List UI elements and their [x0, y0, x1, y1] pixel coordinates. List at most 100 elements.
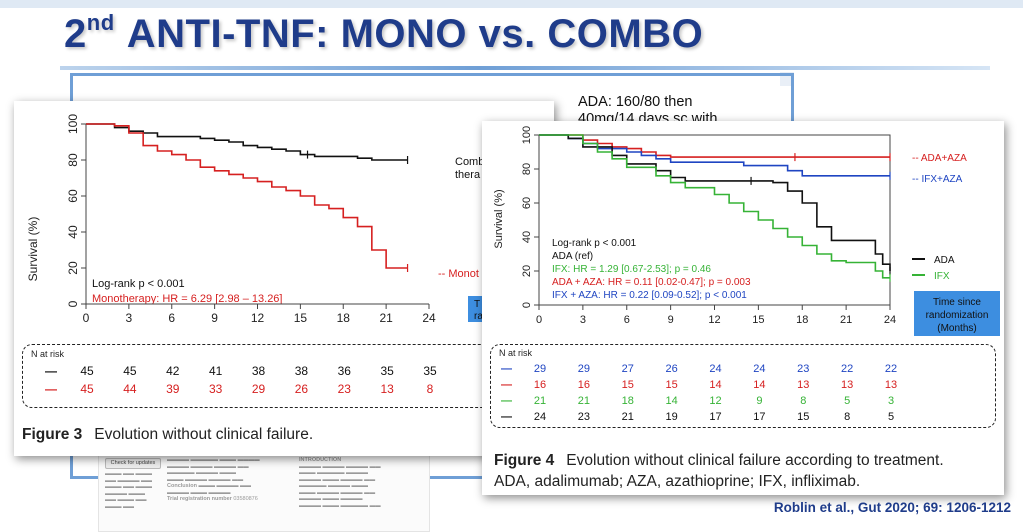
- fig3-risk-svg: N at risk — 45 45 42 41 38 38 36 35 35 — 45 44 39 33 29…: [31, 349, 437, 396]
- fig4-risk-cell: 15: [797, 411, 809, 423]
- title-underline: [60, 66, 990, 70]
- fig4-y-tick-label: 100: [521, 126, 533, 144]
- fig3-x-tick-label: 24: [422, 311, 436, 325]
- fig4-legend-ada-aza: -- ADA+AZA: [912, 153, 967, 164]
- fig4-x-axis-label-line2: randomization: [926, 310, 989, 321]
- fig3-risk-cell: 29: [252, 382, 266, 396]
- fig3-x-tick-label: 18: [337, 311, 351, 325]
- fig4-x-tick-label: 3: [580, 314, 586, 326]
- fig4-risk-cell: 8: [844, 411, 850, 423]
- fig4-y-tick-label: 20: [521, 265, 533, 277]
- fig4-annotation-ifx: IFX: HR = 1.29 [0.67-2.53]; p = 0.46: [552, 264, 711, 275]
- fig4-y-tick-label: 60: [521, 197, 533, 209]
- fig4-series-ada-aza: [539, 134, 890, 158]
- fig4-x-tick-label: 21: [840, 314, 852, 326]
- fig4-risk-cell: 15: [622, 379, 634, 391]
- fig4-risk-cell: 24: [753, 363, 765, 375]
- figure-4-caption-text-2: ADA, adalimumab; AZA, azathioprine; IFX,…: [494, 473, 861, 490]
- fig4-risk-marker: —: [501, 411, 512, 423]
- fig3-y-tick-label: 20: [66, 261, 80, 275]
- fig4-x-axis-label-box: [914, 291, 1000, 336]
- fig3-risk-cell: 42: [166, 364, 180, 378]
- fig4-risk-title: N at risk: [499, 348, 533, 358]
- fig4-risk-cell: 13: [797, 379, 809, 391]
- fig3-logrank-annotation: Log-rank p < 0.001: [92, 278, 185, 290]
- fig4-legend-ifx-aza: -- IFX+AZA: [912, 174, 963, 185]
- fig3-hr-annotation: Monotherapy: HR = 6.29 [2.98 – 13.26]: [92, 293, 283, 305]
- fig3-risk-marker: —: [45, 364, 57, 378]
- title-ordinal: nd: [86, 10, 115, 35]
- fig3-x-tick-label: 0: [83, 311, 90, 325]
- fig4-x-tick-label: 6: [624, 314, 630, 326]
- fig4-y-tick-label: 40: [521, 231, 533, 243]
- fig4-risk-cell: 23: [578, 411, 590, 423]
- fig4-risk-cell: 9: [756, 395, 762, 407]
- fig4-risk-cell: 22: [841, 363, 853, 375]
- fig3-x-tick-label: 12: [251, 311, 265, 325]
- fig3-risk-cell: 35: [380, 364, 394, 378]
- fig3-risk-cell: 23: [338, 382, 352, 396]
- fig3-x-tick-label: 3: [126, 311, 133, 325]
- figure-4-caption-text: Evolution without clinical failure accor…: [566, 452, 944, 469]
- fig4-risk-svg: N at risk — 29 29 27 26 24 24 23 22 22 — 16 16 15 15 14…: [499, 348, 897, 423]
- fig4-risk-cell: 19: [666, 411, 678, 423]
- fig3-risk-cell: 13: [380, 382, 394, 396]
- fig4-risk-cell: 5: [844, 395, 850, 407]
- fig4-series-ifx-aza: [539, 134, 890, 177]
- fig4-risk-cell: 12: [709, 395, 721, 407]
- fig4-annotation-logrank: Log-rank p < 0.001: [552, 238, 637, 249]
- fig4-risk-cell: 23: [797, 363, 809, 375]
- fig3-combo-label-line2: thera: [455, 169, 481, 181]
- fig4-risk-cell: 5: [888, 411, 894, 423]
- fig4-risk-cell: 13: [885, 379, 897, 391]
- figure-3-chart: Survival (%) Comb thera -- Monot Log-ran…: [26, 114, 554, 325]
- fig4-risk-cell: 8: [800, 395, 806, 407]
- fig3-risk-cell: 41: [209, 364, 223, 378]
- fig4-x-tick-label: 0: [536, 314, 542, 326]
- fig4-series-ada: [539, 134, 891, 271]
- fig4-risk-cell: 18: [622, 395, 634, 407]
- fig4-series-ifx: [539, 134, 890, 279]
- fig4-risk-cell: 21: [622, 411, 634, 423]
- fig4-risk-cell: 21: [534, 395, 546, 407]
- check-updates-badge: Check for updates: [105, 458, 161, 469]
- figure-3-risk-table: N at risk — 45 45 42 41 38 38 36 35 35 — 45 44 39 33 29…: [22, 344, 548, 408]
- fig3-risk-cell: 26: [295, 382, 309, 396]
- fig4-risk-marker: —: [501, 395, 512, 407]
- fig3-risk-cell: 45: [80, 382, 94, 396]
- fig4-x-tick-label: 9: [668, 314, 674, 326]
- fig4-annotation-ada-ref: ADA (ref): [552, 251, 593, 262]
- fig3-risk-cell: 39: [166, 382, 180, 396]
- fig3-risk-cell: 45: [123, 364, 137, 378]
- fig3-risk-marker: —: [45, 382, 57, 396]
- fig3-cut-axis-text-1: T: [474, 299, 480, 310]
- fig4-risk-cell: 24: [709, 363, 721, 375]
- trial-registration-label: Trial registration number: [167, 496, 232, 502]
- fig4-risk-cell: 16: [534, 379, 546, 391]
- fig4-risk-cell: 26: [666, 363, 678, 375]
- paper-right-column: INTRODUCTION ▬▬▬▬ ▬▬▬▬ ▬▬▬▬ ▬▬ ▬▬▬ ▬▬▬▬▬ ▬…: [299, 457, 381, 509]
- fig4-annotation-ifx-aza: IFX + AZA: HR = 0.22 [0.09-0.52]; p < 0.…: [552, 290, 747, 301]
- fig3-series-combo-therapy: [86, 123, 408, 161]
- fig4-x-tick-label: 24: [884, 314, 896, 326]
- figure-4-caption: Figure 4 Evolution without clinical failu…: [494, 450, 944, 492]
- figure-4-risk-table: N at risk — 29 29 27 26 24 24 23 22 22 — 16 16 15 15 14…: [490, 344, 996, 428]
- figure-3-caption-text: Evolution without clinical failure.: [94, 426, 314, 443]
- fig3-risk-cell: 45: [80, 364, 94, 378]
- fig3-y-tick-label: 100: [66, 114, 80, 134]
- fig4-risk-cell: 15: [666, 379, 678, 391]
- fig3-x-tick-label: 9: [211, 311, 218, 325]
- figure-4-caption-label: Figure 4: [494, 452, 555, 469]
- fig3-risk-cell: 38: [295, 364, 309, 378]
- fig4-risk-cell: 24: [534, 411, 546, 423]
- figure-3-caption: Figure 3 Evolution without clinical failu…: [22, 426, 313, 444]
- fig4-y-axis-label: Survival (%): [493, 189, 505, 248]
- title-number: 2: [64, 12, 87, 56]
- fig4-x-tick-label: 15: [752, 314, 764, 326]
- introduction-heading: INTRODUCTION: [299, 457, 342, 463]
- fig3-x-tick-label: 6: [168, 311, 175, 325]
- fig3-risk-cell: 44: [123, 382, 137, 396]
- slide-title: 2nd ANTI-TNF: MONO vs. COMBO: [64, 10, 703, 57]
- trial-number: 03580876: [233, 496, 258, 502]
- fig4-risk-marker: —: [501, 379, 512, 391]
